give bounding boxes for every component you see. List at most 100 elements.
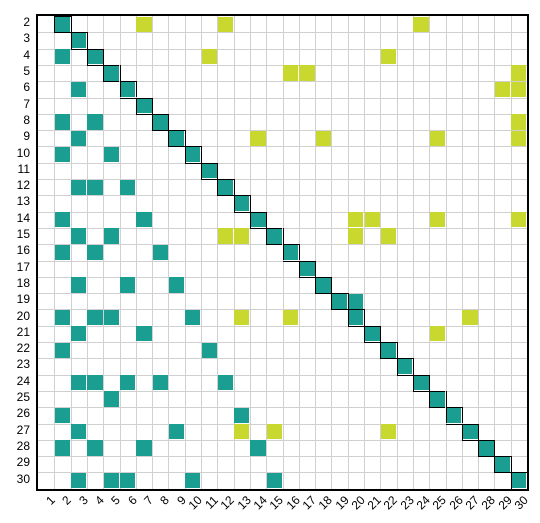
matrix-cell [153,245,168,260]
diag-border [331,277,332,293]
matrix-cell [136,326,151,341]
y-tick-label: 18 [10,276,30,290]
diag-border [201,146,202,162]
diag-border [511,456,512,472]
matrix-cell [153,114,168,129]
matrix-cell [218,375,233,390]
matrix-cell [430,212,445,227]
matrix-cell [316,277,331,292]
matrix-cell [71,375,86,390]
y-tick-label: 14 [10,211,30,225]
diag-border [168,130,169,146]
diag-border [315,293,331,294]
matrix-cell [381,228,396,243]
matrix-cell [71,473,86,488]
diag-border [266,244,282,245]
diag-border [266,228,282,229]
y-tick-label: 10 [10,146,30,160]
matrix-cell [120,82,135,97]
matrix-cell [104,473,119,488]
y-tick-label: 24 [10,374,30,388]
diag-border [217,179,218,195]
diag-border [71,16,72,32]
matrix-cell [218,228,233,243]
matrix-cell [87,440,102,455]
matrix-cell [202,49,217,64]
matrix-cell [511,212,526,227]
matrix-cell [153,375,168,390]
diag-border [299,244,300,260]
matrix-cell [120,277,135,292]
diag-border [527,472,528,488]
diag-border [331,293,332,309]
y-tick-label: 11 [10,162,30,176]
matrix-cell [87,245,102,260]
matrix-cell [185,473,200,488]
diag-border [397,358,398,374]
diag-border [283,244,284,260]
y-tick-label: 19 [10,292,30,306]
matrix-cell [462,310,477,325]
grid-line-v [331,16,332,489]
diag-border [54,32,70,33]
diag-border [136,98,137,114]
matrix-cell [413,375,428,390]
matrix-cell [55,408,70,423]
diag-border [494,456,495,472]
matrix-cell [397,359,412,374]
matrix-cell [299,261,314,276]
matrix-cell [87,375,102,390]
diag-border [266,228,267,244]
y-tick-label: 17 [10,260,30,274]
diag-border [185,130,186,146]
diag-border [185,146,201,147]
matrix-cell [120,375,135,390]
diag-border [315,277,316,293]
diag-border [348,309,364,310]
diag-border [511,472,527,473]
diag-border [364,342,380,343]
matrix-cell [234,408,249,423]
diag-border [136,81,137,97]
matrix-cell [267,424,282,439]
x-tick-label: 30 [507,493,531,517]
diag-border [250,228,266,229]
matrix-cell [87,310,102,325]
diag-border [217,163,218,179]
diag-border [331,309,347,310]
diag-border [152,114,168,115]
grid-line-h [38,277,527,278]
diag-border [217,195,233,196]
matrix-cell [299,65,314,80]
matrix-cell [202,163,217,178]
matrix-cell [365,212,380,227]
matrix-cell [87,180,102,195]
matrix-cell [316,131,331,146]
matrix-cell [104,65,119,80]
diag-border [103,81,119,82]
diag-border [120,98,136,99]
matrix-cell [104,391,119,406]
matrix-cell [511,114,526,129]
matrix-cell [511,82,526,97]
matrix-cell [234,310,249,325]
matrix-cell [348,310,363,325]
diag-border [168,114,169,130]
diag-border [380,342,396,343]
matrix-heatmap: 2345678910111213141516171819202122232425… [10,10,529,491]
diag-border [217,179,233,180]
diag-border [478,456,494,457]
matrix-cell [365,326,380,341]
diag-border [446,391,447,407]
y-tick-label: 21 [10,325,30,339]
grid-line-h [38,293,527,294]
y-tick-label: 28 [10,439,30,453]
grid-line-h [38,342,527,343]
diag-border [54,16,55,32]
diag-border [266,212,267,228]
y-tick-label: 23 [10,357,30,371]
grid-line-v [217,16,218,489]
matrix-cell [250,440,265,455]
diag-border [234,212,250,213]
matrix-cell [348,294,363,309]
